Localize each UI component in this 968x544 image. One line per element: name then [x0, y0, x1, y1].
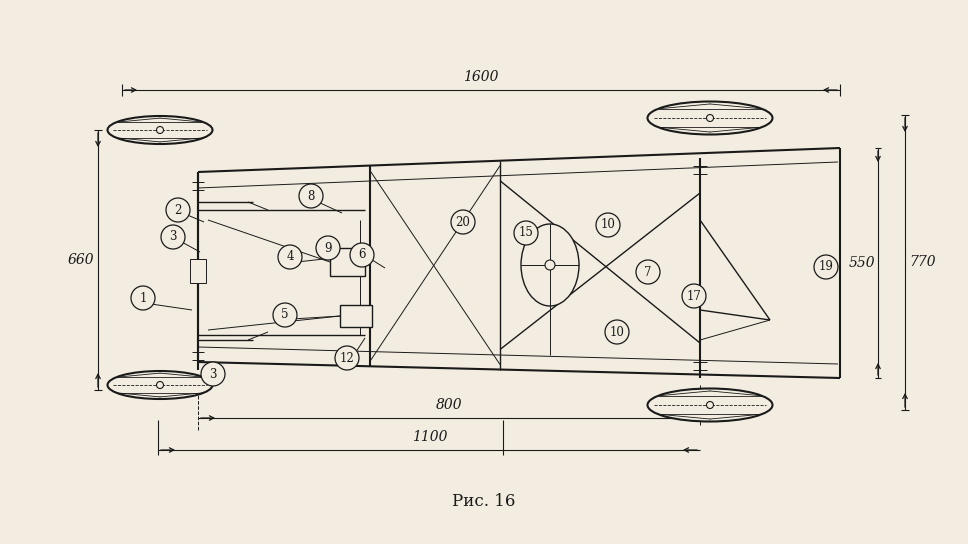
Text: 660: 660	[68, 253, 94, 267]
Ellipse shape	[648, 388, 772, 422]
Circle shape	[350, 243, 374, 267]
Ellipse shape	[107, 371, 213, 399]
Text: Рис. 16: Рис. 16	[452, 493, 516, 510]
Circle shape	[166, 198, 190, 222]
Circle shape	[596, 213, 620, 237]
Text: 7: 7	[645, 265, 651, 279]
Text: 20: 20	[456, 215, 470, 228]
Text: 10: 10	[600, 219, 616, 232]
Text: 550: 550	[848, 256, 875, 270]
Circle shape	[707, 114, 713, 121]
Circle shape	[514, 221, 538, 245]
Text: 15: 15	[519, 226, 533, 239]
Circle shape	[335, 346, 359, 370]
Circle shape	[157, 381, 164, 388]
Circle shape	[814, 255, 838, 279]
Circle shape	[545, 260, 555, 270]
Text: 12: 12	[340, 351, 354, 364]
Bar	[190, 259, 206, 283]
Text: 800: 800	[436, 398, 463, 412]
Text: 5: 5	[282, 308, 288, 322]
Circle shape	[451, 210, 475, 234]
Circle shape	[201, 362, 225, 386]
Circle shape	[273, 303, 297, 327]
Circle shape	[299, 184, 323, 208]
Text: 770: 770	[909, 255, 936, 269]
Bar	[330, 248, 365, 276]
Text: 1600: 1600	[464, 70, 499, 84]
Circle shape	[636, 260, 660, 284]
Circle shape	[707, 401, 713, 409]
Circle shape	[131, 286, 155, 310]
Circle shape	[316, 236, 340, 260]
Ellipse shape	[648, 102, 772, 134]
Text: 17: 17	[686, 289, 702, 302]
Ellipse shape	[521, 224, 579, 306]
Circle shape	[278, 245, 302, 269]
Text: 3: 3	[209, 368, 217, 380]
Bar	[340, 305, 372, 327]
Text: 2: 2	[174, 203, 182, 217]
Text: 19: 19	[819, 261, 833, 274]
Ellipse shape	[107, 116, 213, 144]
Text: 10: 10	[610, 325, 624, 338]
Text: 9: 9	[324, 242, 332, 255]
Text: 4: 4	[287, 250, 293, 263]
Text: 6: 6	[358, 249, 366, 262]
Text: 3: 3	[169, 231, 177, 244]
Text: 1100: 1100	[412, 430, 448, 444]
Text: 8: 8	[307, 189, 315, 202]
Text: 1: 1	[139, 292, 147, 305]
Circle shape	[682, 284, 706, 308]
Circle shape	[161, 225, 185, 249]
Circle shape	[605, 320, 629, 344]
Circle shape	[157, 127, 164, 133]
